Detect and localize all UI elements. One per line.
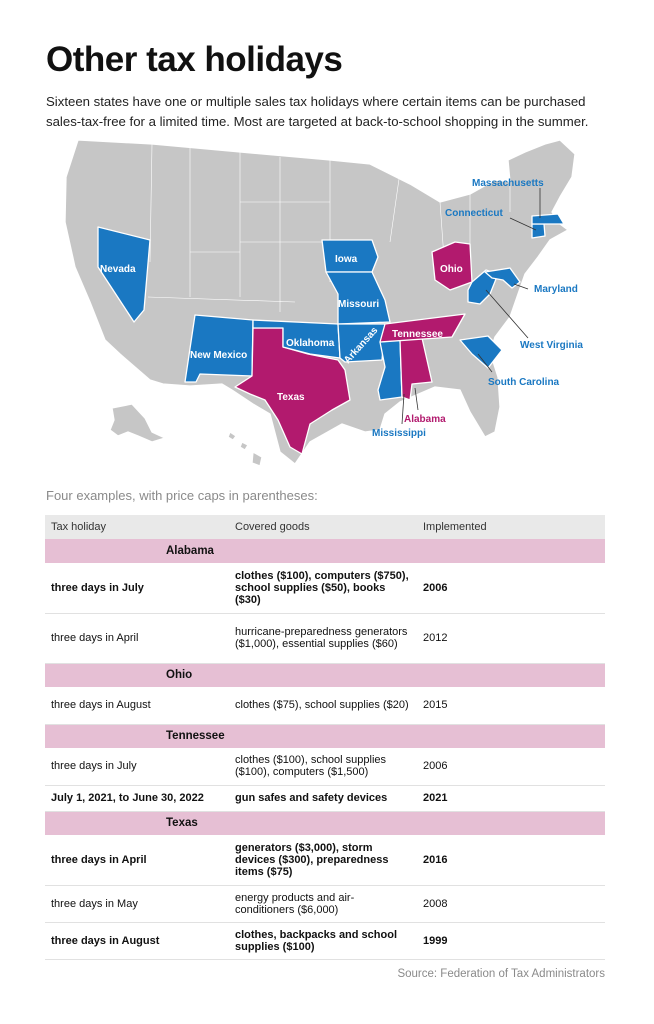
state-group-row: Tennessee	[45, 724, 605, 748]
holiday-cell: three days in July	[45, 563, 229, 614]
state-maryland	[484, 267, 521, 289]
state-south-carolina	[459, 335, 503, 369]
goods-cell: hurricane-preparedness generators ($1,00…	[229, 613, 417, 664]
state-group-label: Ohio	[45, 663, 605, 687]
table-caption: Four examples, with price caps in parent…	[46, 488, 318, 503]
year-cell: 2008	[417, 885, 605, 923]
table-row: three days in April generators ($3,000),…	[45, 835, 605, 886]
holiday-cell: three days in August	[45, 687, 229, 725]
state-massachusetts	[531, 213, 565, 225]
table-row: three days in July clothes ($100), compu…	[45, 563, 605, 614]
label-oklahoma: Oklahoma	[286, 338, 335, 349]
holiday-cell: July 1, 2021, to June 30, 2022	[45, 785, 229, 812]
table-row: three days in April hurricane-preparedne…	[45, 613, 605, 664]
table-row: July 1, 2021, to June 30, 2022 gun safes…	[45, 785, 605, 812]
year-cell: 2006	[417, 563, 605, 614]
state-new-mexico	[184, 314, 254, 383]
state-iowa	[321, 239, 379, 273]
state-group-label: Texas	[45, 811, 605, 835]
holiday-cell: three days in July	[45, 748, 229, 786]
table-row: three days in July clothes ($100), schoo…	[45, 748, 605, 786]
holiday-cell: three days in April	[45, 613, 229, 664]
year-cell: 1999	[417, 922, 605, 960]
goods-cell: clothes, backpacks and school supplies (…	[229, 922, 417, 960]
goods-cell: energy products and air-conditioners ($6…	[229, 885, 417, 923]
label-massachusetts: Massachusetts	[472, 178, 544, 189]
state-group-row: Texas	[45, 811, 605, 835]
us-map: Nevada New Mexico Texas Oklahoma Iowa Mi…	[40, 132, 620, 472]
label-tennessee: Tennessee	[392, 329, 443, 340]
goods-cell: gun safes and safety devices	[229, 785, 417, 812]
state-group-label: Alabama	[45, 539, 605, 563]
goods-cell: clothes ($75), school supplies ($20)	[229, 687, 417, 725]
holiday-cell: three days in August	[45, 922, 229, 960]
label-iowa: Iowa	[335, 254, 358, 265]
label-mississippi: Mississippi	[372, 428, 426, 439]
goods-cell: clothes ($100), computers ($750), school…	[229, 563, 417, 614]
state-group-label: Tennessee	[45, 724, 605, 748]
map-base-hawaii	[227, 431, 263, 467]
state-tennessee	[379, 313, 466, 343]
map-base-mainland	[64, 139, 576, 465]
page-title: Other tax holidays	[46, 40, 343, 79]
label-missouri: Missouri	[338, 299, 379, 310]
table-row: three days in May energy products and ai…	[45, 885, 605, 923]
table-row: three days in August clothes ($75), scho…	[45, 687, 605, 725]
header-tax-holiday: Tax holiday	[45, 515, 229, 539]
state-connecticut	[531, 223, 546, 239]
state-group-row: Ohio	[45, 663, 605, 687]
goods-cell: generators ($3,000), storm devices ($300…	[229, 835, 417, 886]
year-cell: 2016	[417, 835, 605, 886]
label-nevada: Nevada	[100, 264, 136, 275]
us-map-svg: Nevada New Mexico Texas Oklahoma Iowa Mi…	[64, 139, 583, 467]
table-header-row: Tax holiday Covered goods Implemented	[45, 515, 605, 539]
label-south-carolina: South Carolina	[488, 377, 560, 388]
state-missouri	[325, 271, 391, 325]
year-cell: 2021	[417, 785, 605, 812]
label-ohio: Ohio	[440, 264, 463, 275]
label-maryland: Maryland	[534, 284, 578, 295]
source-note: Source: Federation of Tax Administrators	[397, 968, 605, 980]
label-connecticut: Connecticut	[445, 208, 503, 219]
state-arkansas	[337, 323, 386, 363]
state-group-row: Alabama	[45, 539, 605, 563]
holiday-cell: three days in May	[45, 885, 229, 923]
year-cell: 2006	[417, 748, 605, 786]
table-row: three days in August clothes, backpacks …	[45, 922, 605, 960]
holiday-cell: three days in April	[45, 835, 229, 886]
label-new-mexico: New Mexico	[190, 350, 247, 361]
goods-cell: clothes ($100), school supplies ($100), …	[229, 748, 417, 786]
page-subtitle: Sixteen states have one or multiple sale…	[46, 94, 589, 129]
year-cell: 2012	[417, 613, 605, 664]
tax-holidays-table: Tax holiday Covered goods Implemented Al…	[45, 515, 605, 960]
header-implemented: Implemented	[417, 515, 605, 539]
state-west-virginia	[467, 269, 499, 305]
year-cell: 2015	[417, 687, 605, 725]
state-nevada	[97, 226, 151, 323]
label-texas: Texas	[277, 392, 305, 403]
map-base-alaska	[109, 403, 166, 443]
label-west-virginia: West Virginia	[520, 340, 583, 351]
header-covered-goods: Covered goods	[229, 515, 417, 539]
label-alabama: Alabama	[404, 414, 446, 425]
map-leader-lines	[401, 188, 541, 425]
